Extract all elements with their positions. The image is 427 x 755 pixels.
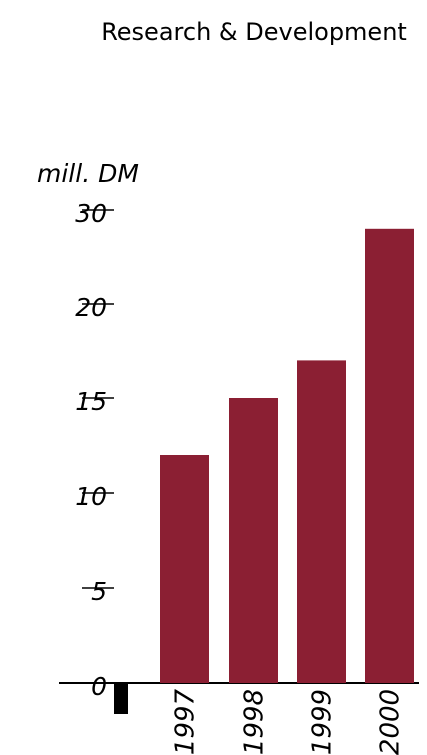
y-tick-label: 20 — [75, 293, 107, 322]
x-category-label-1997: 1997 — [171, 688, 201, 755]
y-tick-label: 15 — [75, 387, 107, 416]
bar-1998 — [229, 398, 278, 683]
chart-title: Research & Development — [101, 18, 407, 46]
x-axis-category-labels: 1997 1998 1999 2000 — [171, 688, 406, 755]
x-category-label-1999: 1999 — [308, 689, 338, 755]
baseline-block — [114, 683, 128, 714]
bar-1997 — [160, 455, 209, 683]
bar-2000 — [365, 228, 414, 684]
y-axis-unit-label: mill. DM — [37, 159, 139, 188]
y-axis-ticks: 0 5 10 15 20 30 — [75, 199, 114, 701]
y-tick-label: 30 — [75, 199, 107, 228]
y-tick-label: 10 — [75, 482, 107, 511]
x-category-label-2000: 2000 — [376, 689, 406, 755]
bar-series — [160, 228, 414, 684]
y-tick-label: 5 — [91, 577, 107, 606]
x-category-label-1998: 1998 — [240, 689, 270, 755]
bar-1999 — [297, 360, 346, 683]
y-tick-label: 0 — [91, 672, 107, 701]
